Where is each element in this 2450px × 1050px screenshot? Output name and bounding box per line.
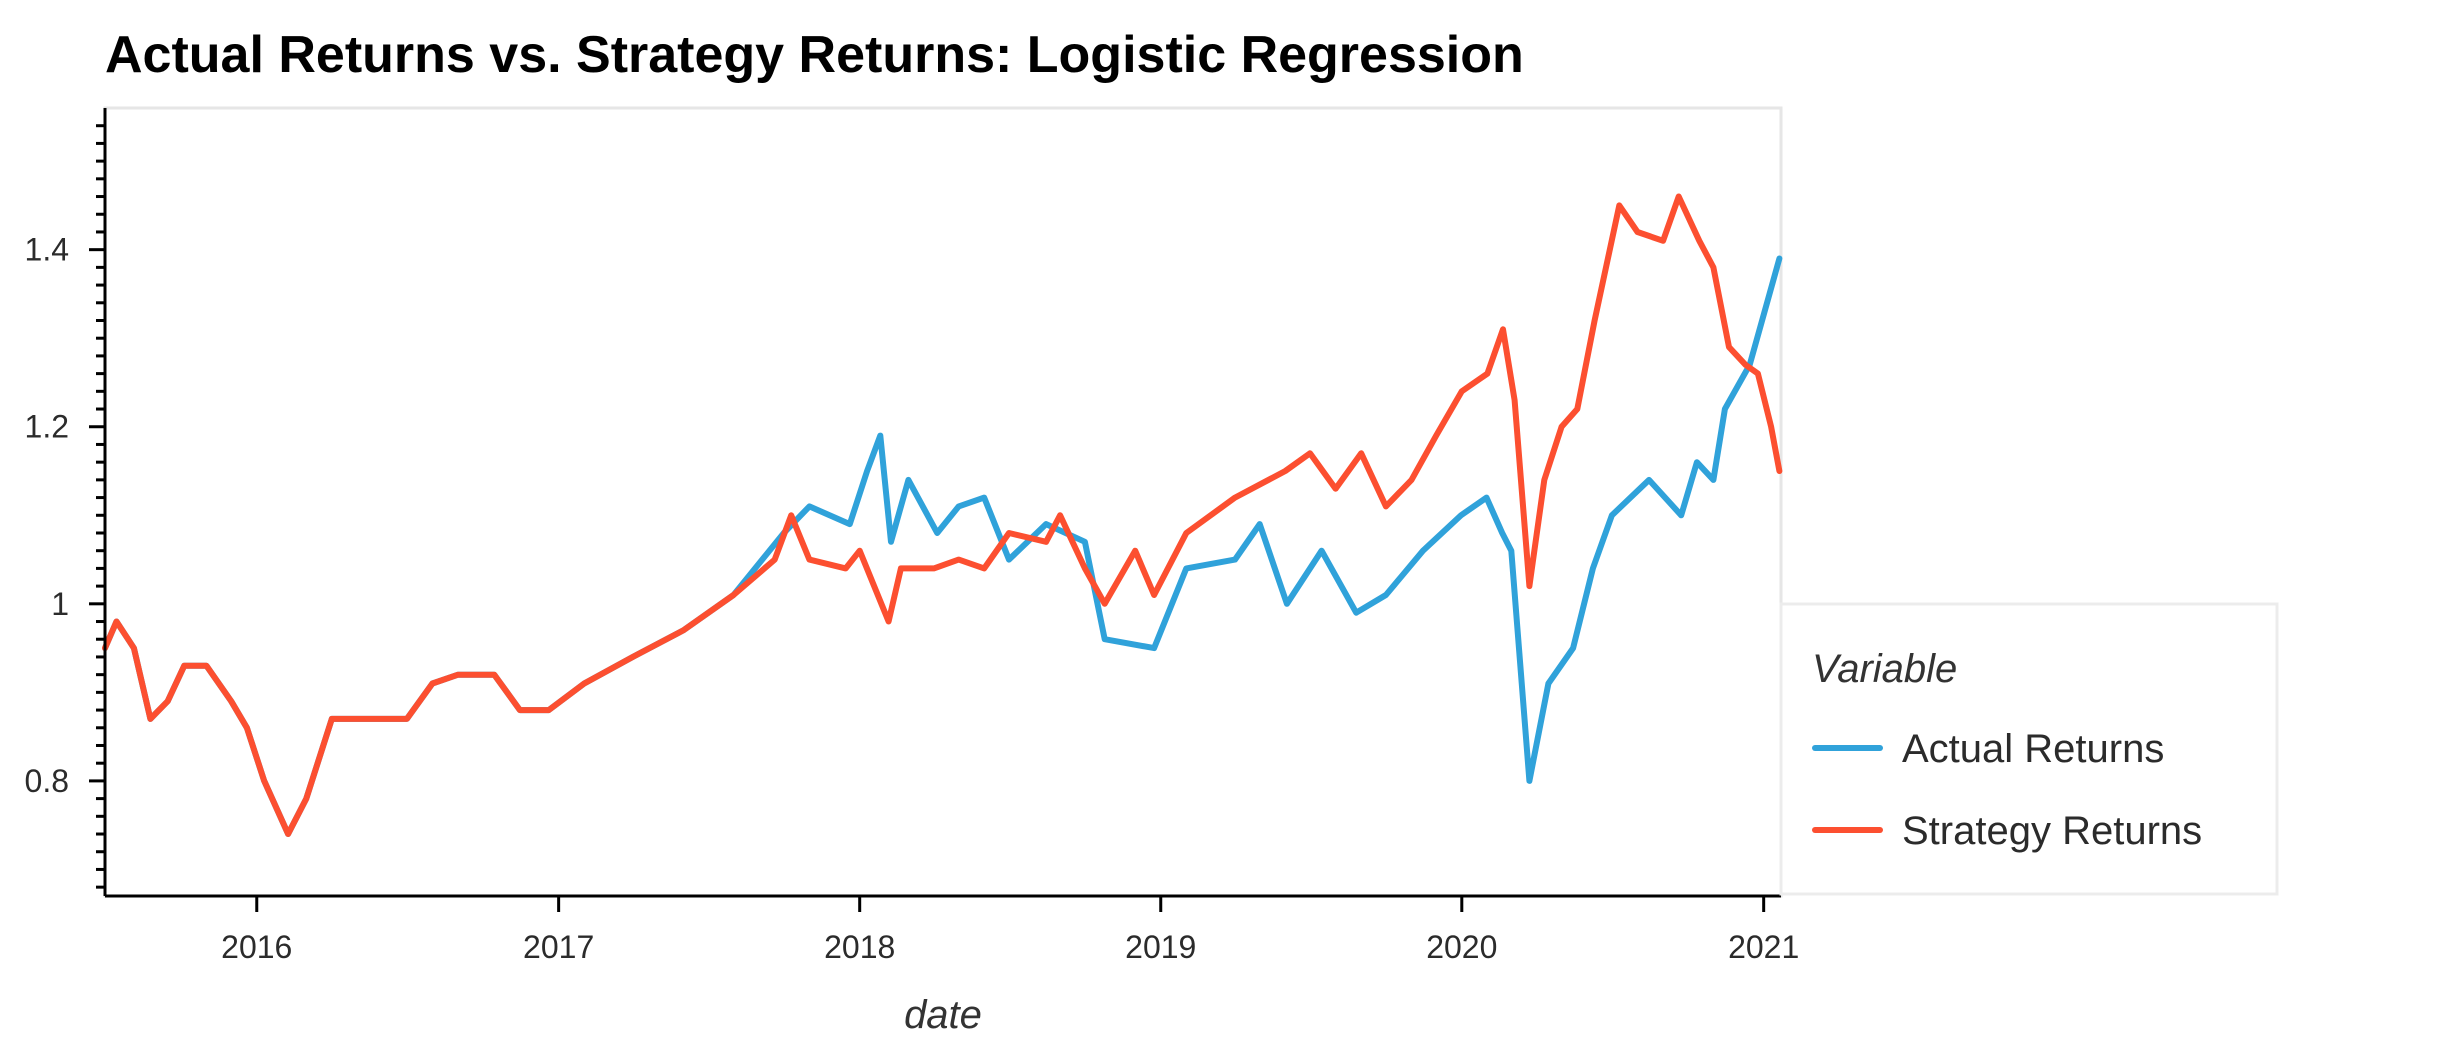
x-tick-label: 2017	[523, 929, 594, 965]
y-tick-label: 1	[51, 586, 69, 622]
x-tick-label: 2016	[221, 929, 292, 965]
x-axis-title: date	[904, 993, 982, 1037]
y-tick-label: 1.2	[25, 409, 69, 445]
x-tick-label: 2019	[1125, 929, 1196, 965]
chart-title: Actual Returns vs. Strategy Returns: Log…	[105, 26, 1524, 84]
series-line-strategy-returns	[102, 193, 1783, 837]
x-tick-label: 2018	[824, 929, 895, 965]
x-tick-label: 2020	[1426, 929, 1497, 965]
x-axis: 2016 2017 2018 2019 2020 2021	[221, 896, 1799, 965]
legend: Variable Actual Returns Strategy Returns	[1779, 602, 2279, 896]
y-tick-label: 0.8	[25, 763, 69, 799]
y-axis: 0.8 1 1.2 1.4	[25, 124, 105, 889]
legend-title: Variable	[1812, 647, 1957, 691]
x-tick-label: 2021	[1728, 929, 1799, 965]
legend-label: Strategy Returns	[1902, 809, 2202, 853]
series-layer	[102, 193, 1783, 837]
y-tick-label: 1.4	[25, 232, 69, 268]
plot-area	[103, 106, 1783, 898]
legend-label: Actual Returns	[1902, 727, 2164, 771]
legend-items: Actual Returns Strategy Returns	[1812, 727, 2202, 853]
